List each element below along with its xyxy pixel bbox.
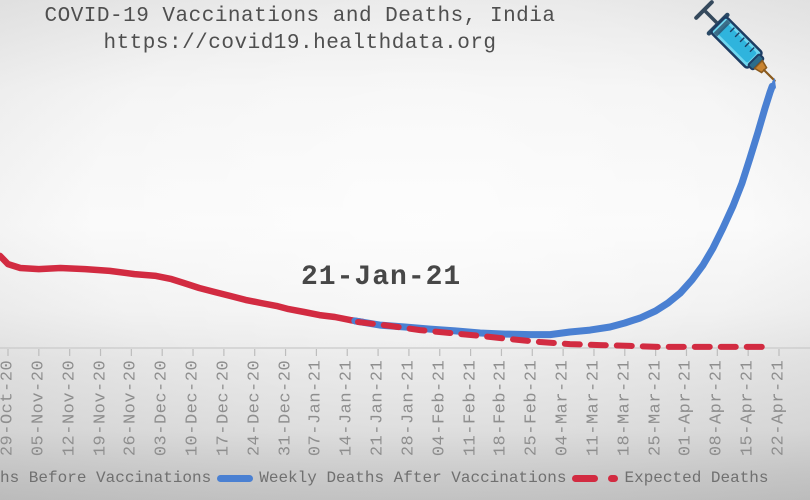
x-tick-label: 18-Mar-21 xyxy=(615,359,635,457)
x-tick-label: 15-Apr-21 xyxy=(738,359,758,457)
series-line-dashed-d22b41 xyxy=(355,319,771,350)
x-tick-label: 19-Nov-20 xyxy=(91,359,111,457)
chart-series-lines xyxy=(0,82,776,350)
syringe-icon xyxy=(694,0,777,90)
legend-marker-red-dash xyxy=(572,474,599,482)
x-axis xyxy=(0,347,810,356)
x-tick-label: 03-Dec-20 xyxy=(152,359,172,457)
x-tick-label: 25-Feb-21 xyxy=(522,359,542,457)
x-tick-label: 12-Nov-20 xyxy=(60,359,80,457)
x-tick-label: 11-Feb-21 xyxy=(461,359,481,457)
x-tick-label: 11-Mar-21 xyxy=(584,359,604,457)
x-tick-label: 01-Apr-21 xyxy=(676,359,696,457)
x-tick-label: 05-Nov-20 xyxy=(29,359,49,457)
x-tick-label: 07-Jan-21 xyxy=(306,359,326,457)
x-tick-label: 18-Feb-21 xyxy=(491,359,511,457)
x-tick-label: 21-Jan-21 xyxy=(368,359,388,457)
x-tick-label: 17-Dec-20 xyxy=(214,359,234,457)
x-tick-label: 31-Dec-20 xyxy=(276,359,296,457)
x-tick-label: 08-Apr-21 xyxy=(707,359,727,457)
series-line-solid-d22b41 xyxy=(0,252,366,326)
chart-subtitle-url: https://covid19.healthdata.org xyxy=(103,32,497,56)
legend-marker-red-dot xyxy=(608,474,619,482)
x-tick-label: 22-Apr-21 xyxy=(769,359,789,457)
vaccination-start-annotation: 21-Jan-21 xyxy=(301,262,462,293)
legend-label-expected-deaths: Expected Deaths xyxy=(624,469,769,487)
chart-title-block: COVID-19 Vaccinations and Deaths, India … xyxy=(20,3,580,58)
x-tick-label: 04-Feb-21 xyxy=(430,359,450,457)
x-tick-label: 10-Dec-20 xyxy=(183,359,203,457)
legend-marker-blue-line xyxy=(217,474,254,482)
chart-title: COVID-19 Vaccinations and Deaths, India xyxy=(44,5,556,28)
series-line-solid-4a80d2 xyxy=(351,82,776,339)
x-tick-label: 24-Dec-20 xyxy=(245,359,265,457)
x-tick-label: 29-Oct-20 xyxy=(0,359,18,457)
legend-label-after-vaccinations: Weekly Deaths After Vaccinations xyxy=(259,469,567,487)
x-tick-label: 28-Jan-21 xyxy=(399,359,419,457)
x-tick-label: 04-Mar-21 xyxy=(553,359,573,457)
x-tick-label: 26-Nov-20 xyxy=(121,359,141,457)
x-tick-label: 14-Jan-21 xyxy=(337,359,357,457)
x-tick-label: 25-Mar-21 xyxy=(646,359,666,457)
legend-label-before-vaccinations: hs Before Vaccinations xyxy=(0,469,212,487)
chart-legend: hs Before Vaccinations Weekly Deaths Aft… xyxy=(0,466,810,490)
